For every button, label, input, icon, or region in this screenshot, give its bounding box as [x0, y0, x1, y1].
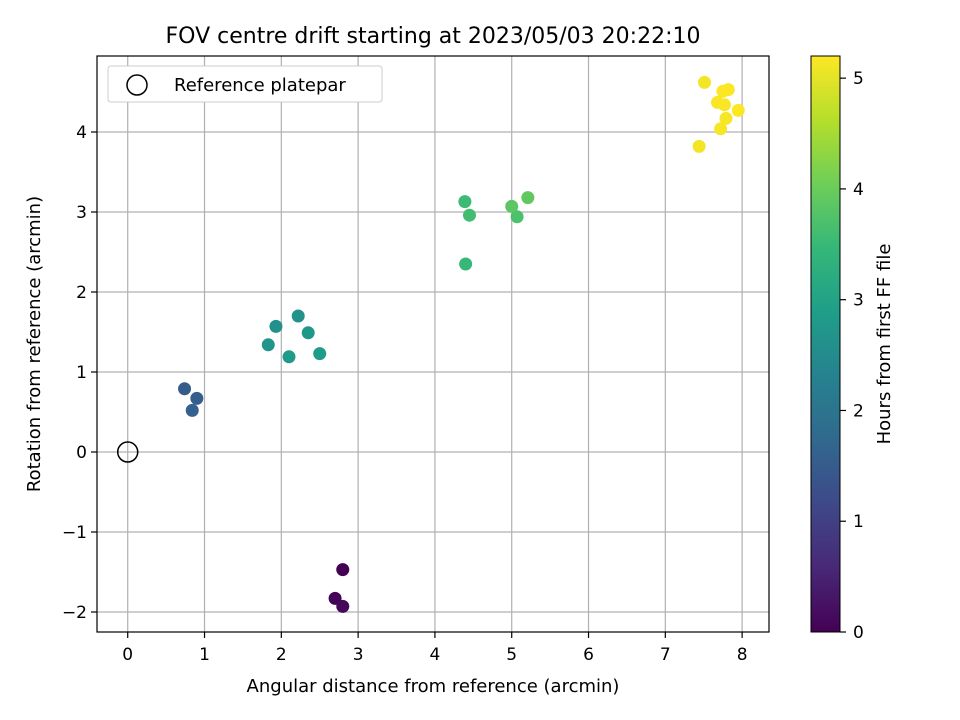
data-point: [282, 350, 296, 364]
data-point: [462, 208, 476, 222]
legend-reference-marker-icon: [126, 74, 148, 96]
colorbar-tick-label: 0: [853, 623, 864, 643]
data-point: [178, 382, 192, 396]
colorbar-tick-label: 1: [853, 512, 864, 532]
plot-frame: [96, 55, 770, 633]
x-tick-label: 4: [430, 645, 441, 665]
data-point: [261, 338, 275, 352]
x-tick-label: 3: [353, 645, 364, 665]
data-point: [521, 191, 535, 205]
data-point: [459, 257, 473, 271]
x-axis-ticks: 0 1 2 3 4 5 6 7 8: [122, 632, 748, 665]
y-tick-label: −2: [62, 603, 87, 623]
chart-title: FOV centre drift starting at 2023/05/03 …: [166, 24, 701, 49]
y-axis-ticks: −2 −1 0 1 2 3 4: [62, 123, 97, 623]
data-point: [291, 309, 305, 323]
data-point: [269, 319, 283, 333]
data-point: [185, 403, 199, 417]
data-point: [719, 111, 733, 125]
data-point: [190, 391, 204, 405]
colorbar-gradient: [810, 55, 841, 633]
data-point: [714, 122, 728, 136]
colorbar-tick-label: 2: [853, 401, 864, 421]
data-point: [731, 103, 745, 117]
data-point: [697, 75, 711, 89]
y-tick-label: −1: [62, 523, 87, 543]
x-tick-label: 0: [122, 645, 133, 665]
data-point: [336, 563, 350, 577]
y-tick-label: 0: [76, 443, 87, 463]
y-tick-label: 3: [76, 203, 87, 223]
y-tick-label: 4: [76, 123, 87, 143]
colorbar-label: Hours from first FF file: [874, 244, 895, 445]
x-tick-label: 6: [583, 645, 594, 665]
y-axis-label: Rotation from reference (arcmin): [24, 196, 45, 492]
x-tick-label: 5: [506, 645, 517, 665]
data-point: [505, 199, 519, 213]
colorbar-ticks: 0 1 2 3 4 5: [840, 69, 864, 643]
legend: Reference platepar: [107, 65, 383, 103]
x-tick-label: 7: [660, 645, 671, 665]
data-point: [717, 98, 731, 112]
data-point: [510, 210, 524, 224]
colorbar-tick-label: 3: [853, 291, 864, 311]
legend-box: [107, 65, 383, 103]
data-point: [458, 195, 472, 209]
y-tick-label: 2: [76, 283, 87, 303]
y-tick-label: 1: [76, 363, 87, 383]
colorbar-tick-label: 5: [853, 69, 864, 89]
data-point: [301, 326, 315, 340]
x-axis-label: Angular distance from reference (arcmin): [247, 676, 620, 697]
legend-entry-label: Reference platepar: [174, 75, 346, 96]
colorbar: 0 1 2 3 4 5 Hours from first FF file: [810, 55, 895, 643]
data-point: [313, 347, 327, 361]
grid-lines: [97, 56, 769, 632]
x-tick-label: 8: [737, 645, 748, 665]
x-tick-label: 2: [276, 645, 287, 665]
data-points: [116, 75, 745, 613]
colorbar-tick-label: 4: [853, 180, 864, 200]
data-point: [721, 83, 735, 97]
data-point: [336, 599, 350, 613]
data-point: [692, 139, 706, 153]
reference-platepar-marker: [116, 441, 139, 463]
x-tick-label: 1: [199, 645, 210, 665]
